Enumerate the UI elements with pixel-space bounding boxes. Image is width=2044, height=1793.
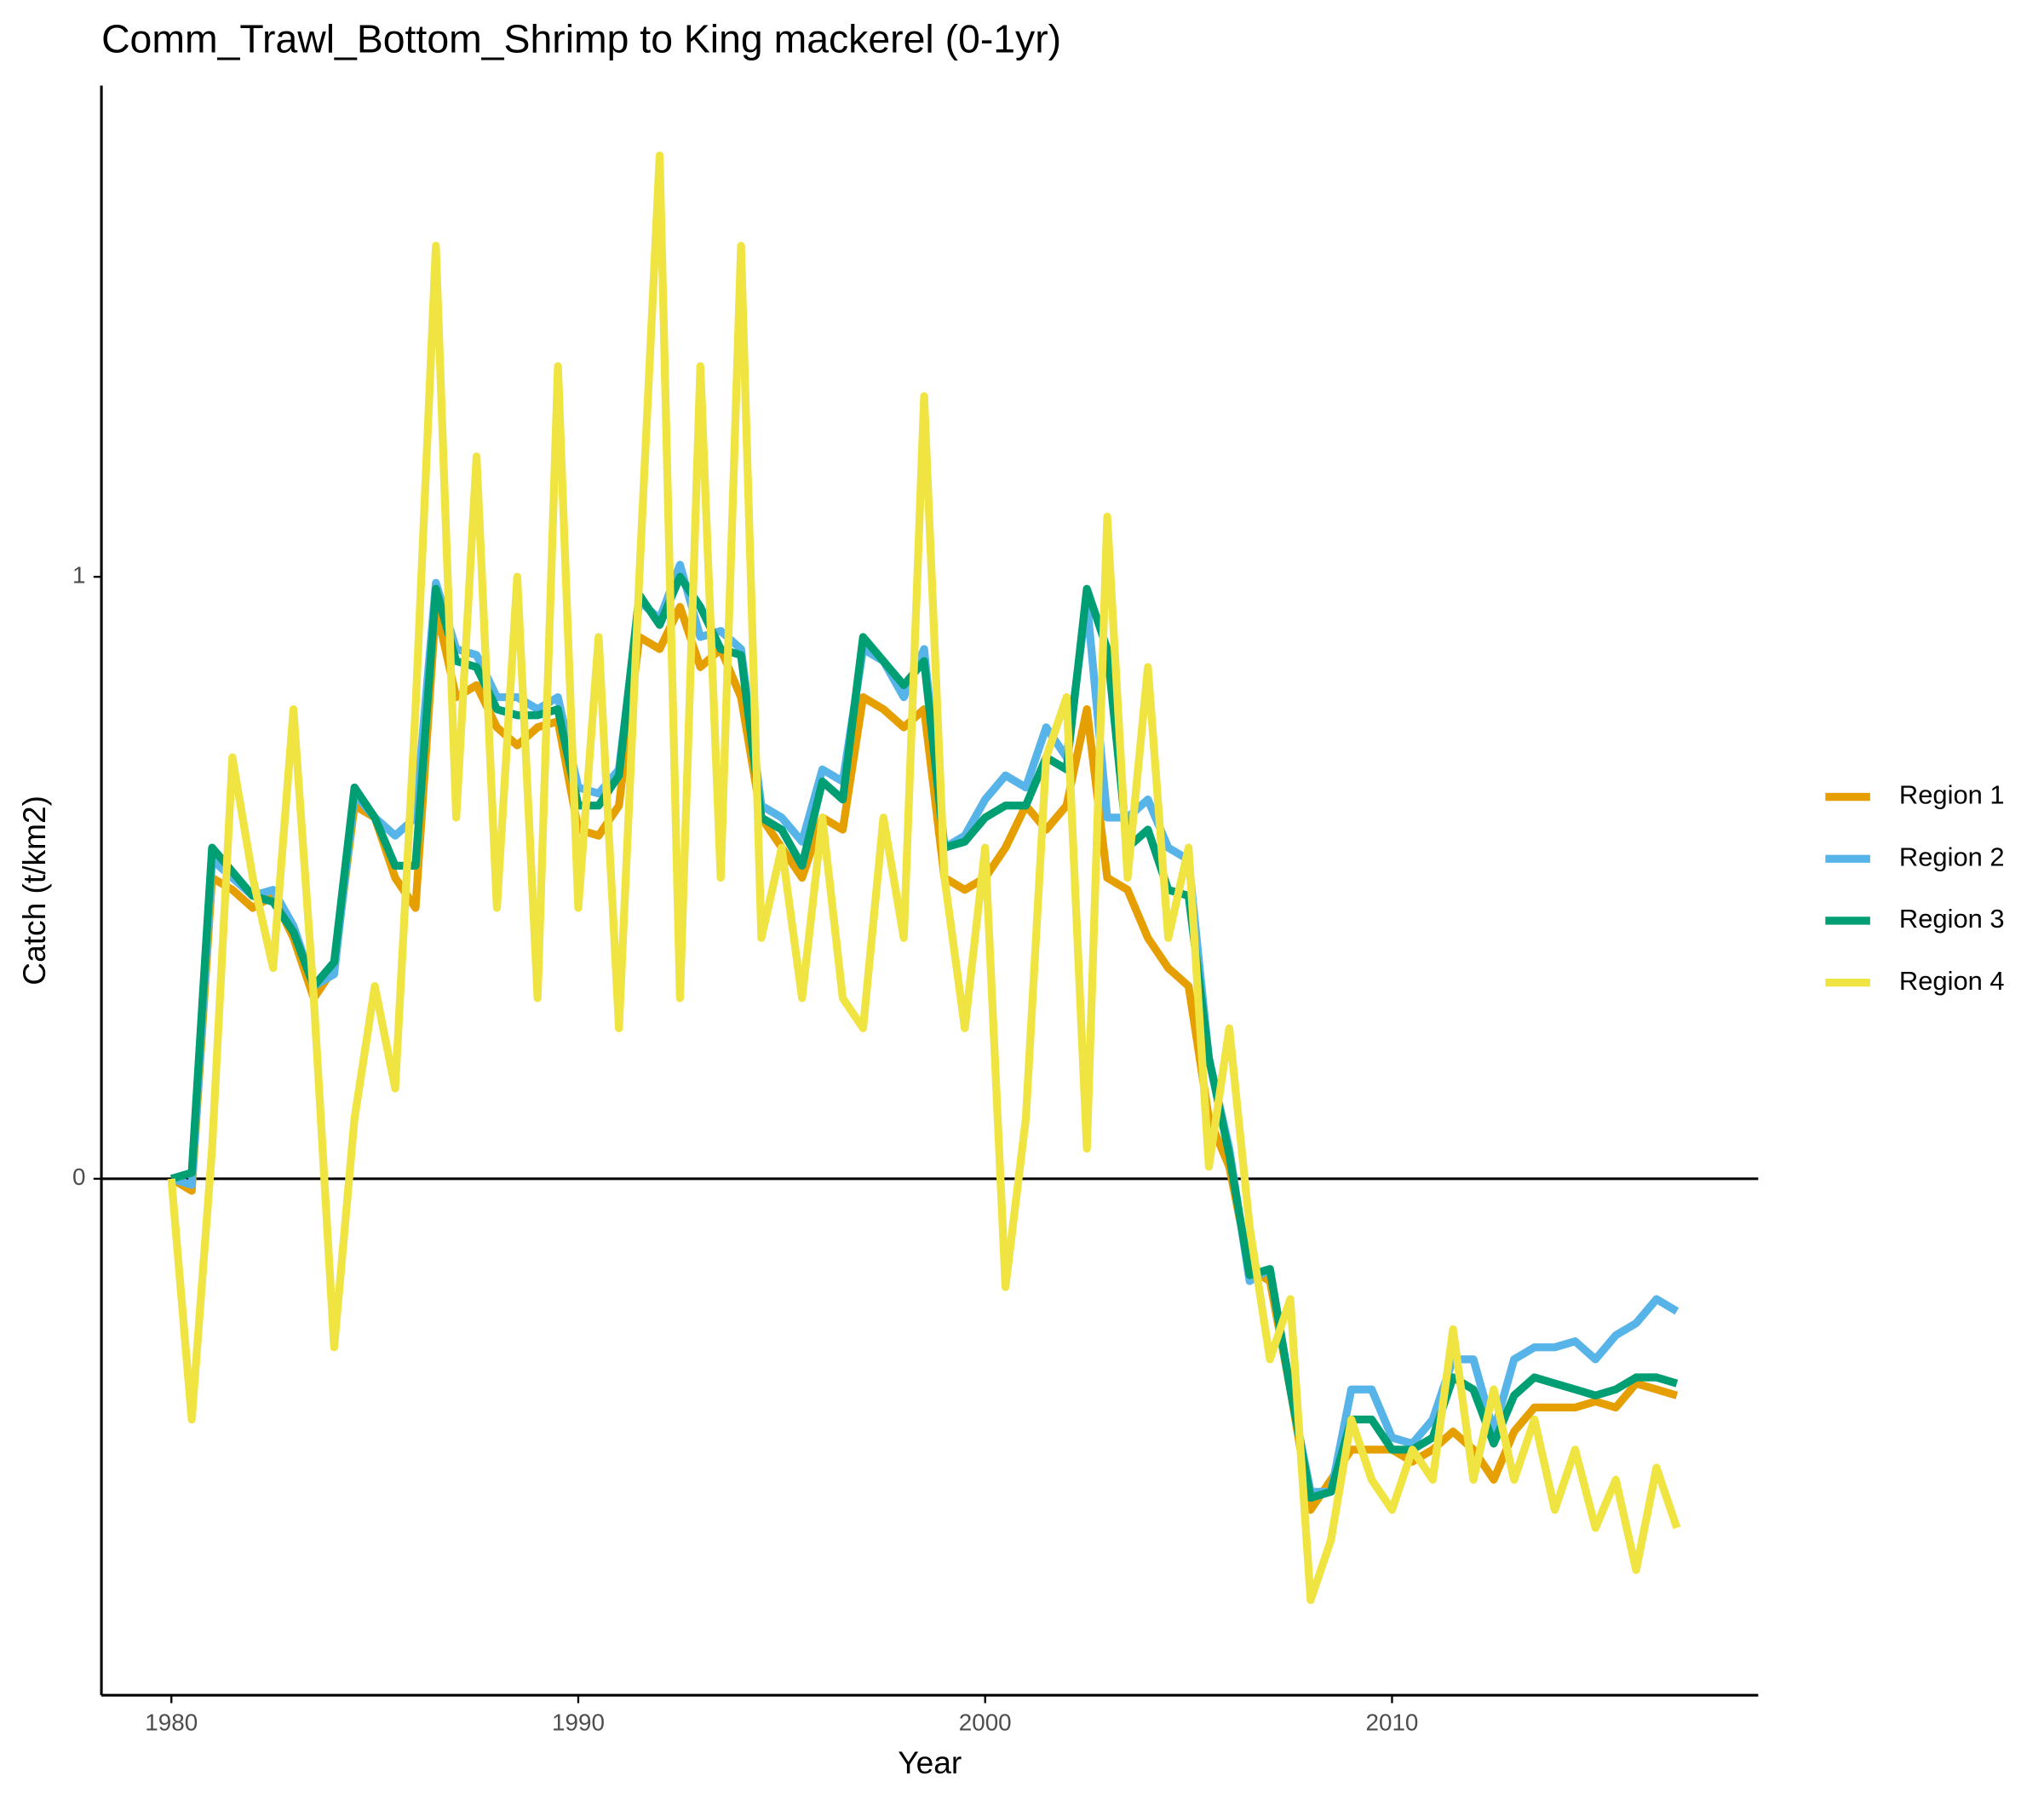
legend-label: Region 1 (1899, 780, 2005, 810)
x-tick-label: 1980 (145, 1710, 198, 1736)
x-tick-label: 2000 (959, 1710, 1012, 1736)
series-line (169, 572, 1679, 1503)
y-axis-label: Catch (t/km2) (16, 796, 52, 986)
x-tick-label: 1990 (552, 1710, 605, 1736)
x-tick-label: 2010 (1366, 1710, 1419, 1736)
chart-title: Comm_Trawl_Bottom_Shrimp to King mackere… (101, 17, 1061, 61)
y-tick-label: 1 (72, 562, 85, 589)
x-axis-label: Year (898, 1744, 962, 1780)
legend-label: Region 2 (1899, 842, 2005, 871)
y-tick-label: 0 (72, 1164, 85, 1190)
legend-label: Region 3 (1899, 904, 2005, 934)
series-line (167, 151, 1681, 1605)
legend-label: Region 4 (1899, 966, 2005, 996)
